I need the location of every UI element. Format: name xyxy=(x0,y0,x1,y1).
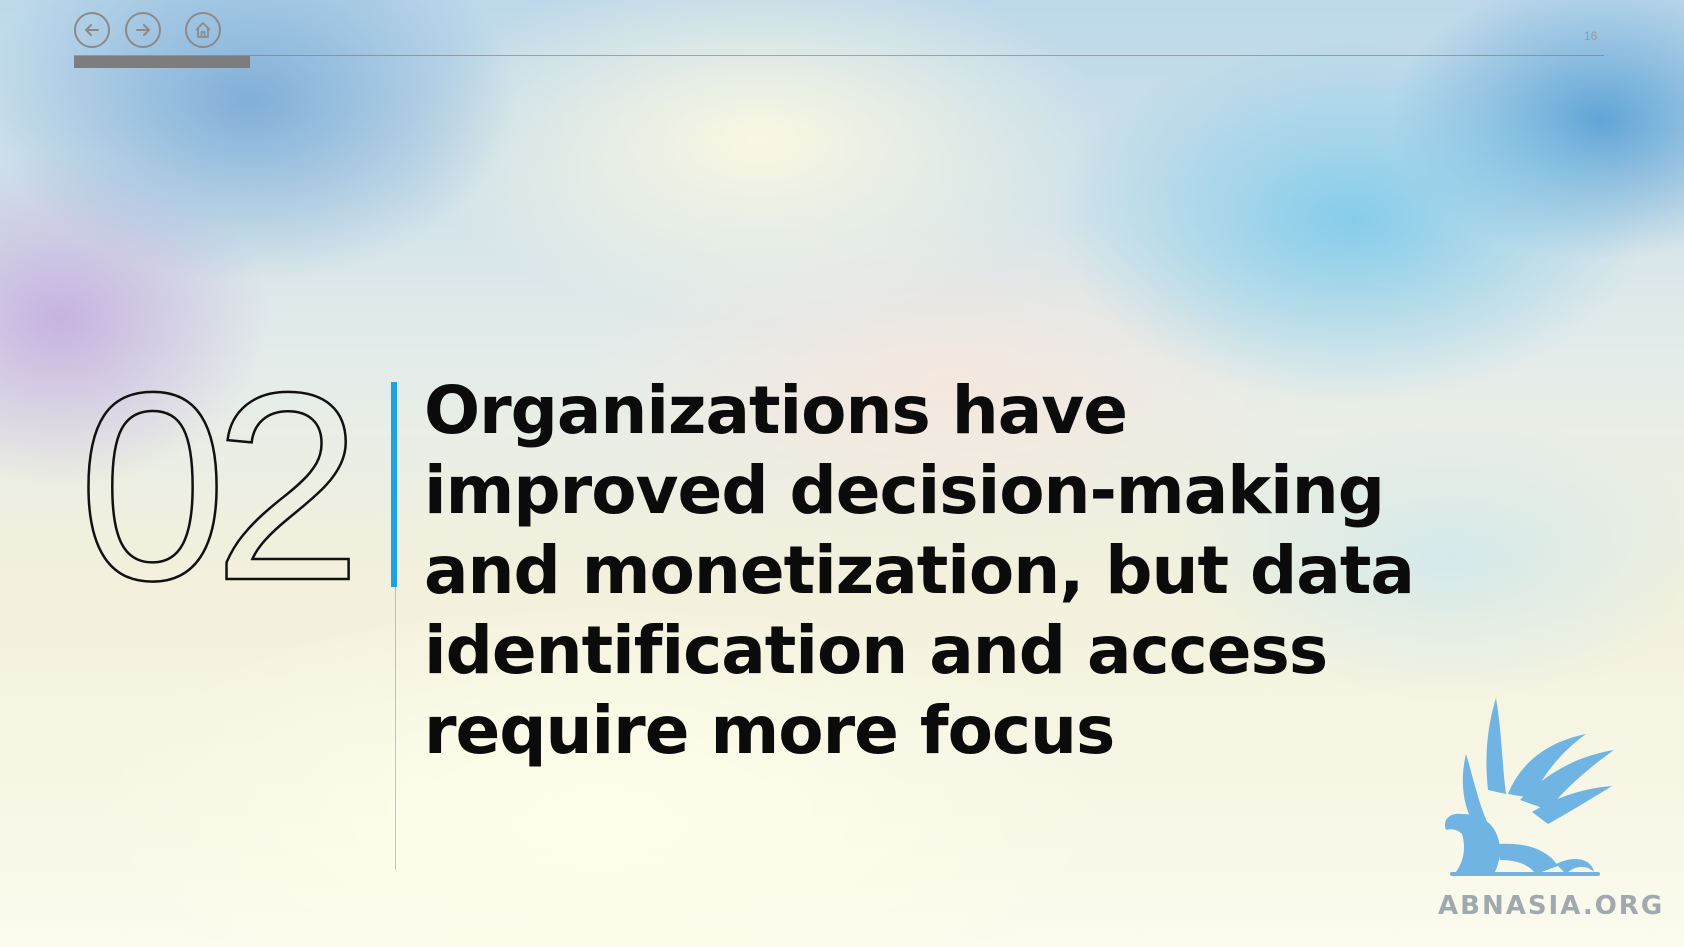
home-icon xyxy=(195,22,211,38)
griffin-logo-icon xyxy=(1444,698,1614,876)
accent-bar xyxy=(391,382,397,587)
back-button[interactable] xyxy=(74,12,110,48)
forward-button[interactable] xyxy=(125,12,161,48)
slide-progress-fill xyxy=(74,56,250,68)
slide-headline: Organizations have improved decision-mak… xyxy=(424,372,1415,769)
logo-text: ABNASIA.ORG xyxy=(1438,891,1665,921)
home-button[interactable] xyxy=(185,12,221,48)
arrow-right-icon xyxy=(136,24,150,36)
slide-progress-bar xyxy=(74,56,1604,68)
arrow-left-icon xyxy=(85,24,99,36)
page-number: 16 xyxy=(1584,29,1598,43)
section-number: 02 xyxy=(77,336,364,636)
vertical-divider xyxy=(395,587,396,870)
header-divider xyxy=(74,55,1604,56)
